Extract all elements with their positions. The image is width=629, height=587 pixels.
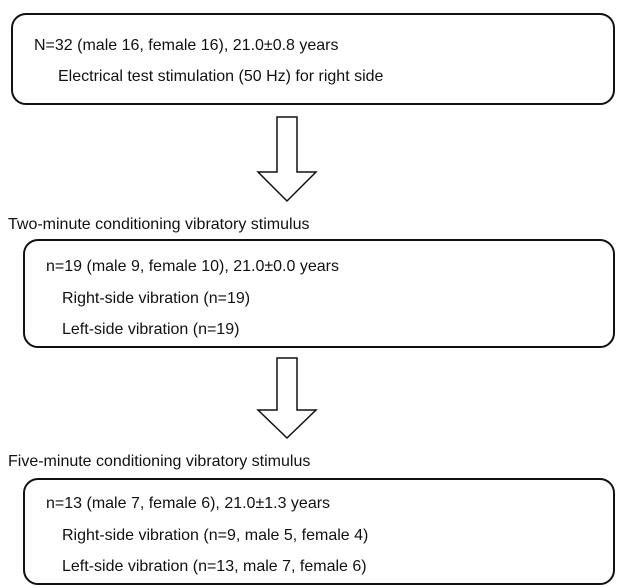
- box: [11, 13, 615, 105]
- box-line: N=32 (male 16, female 16), 21.0±0.8 year…: [34, 37, 339, 54]
- box-line: Electrical test stimulation (50 Hz) for …: [58, 68, 384, 85]
- box: [23, 239, 615, 348]
- step-label: Two-minute conditioning vibratory stimul…: [8, 216, 309, 233]
- box-line: n=19 (male 9, female 10), 21.0±0.0 years: [46, 258, 339, 275]
- box-line: n=13 (male 7, female 6), 21.0±1.3 years: [46, 495, 330, 512]
- box-line: Left-side vibration (n=13, male 7, femal…: [62, 558, 367, 575]
- box-line: Left-side vibration (n=19): [62, 321, 239, 338]
- arrow: [256, 116, 318, 203]
- step-label: Five-minute conditioning vibratory stimu…: [8, 453, 310, 470]
- box-line: Right-side vibration (n=9, male 5, femal…: [62, 527, 368, 544]
- box-line: Right-side vibration (n=19): [62, 290, 250, 307]
- box: [23, 478, 615, 585]
- arrow: [256, 357, 318, 440]
